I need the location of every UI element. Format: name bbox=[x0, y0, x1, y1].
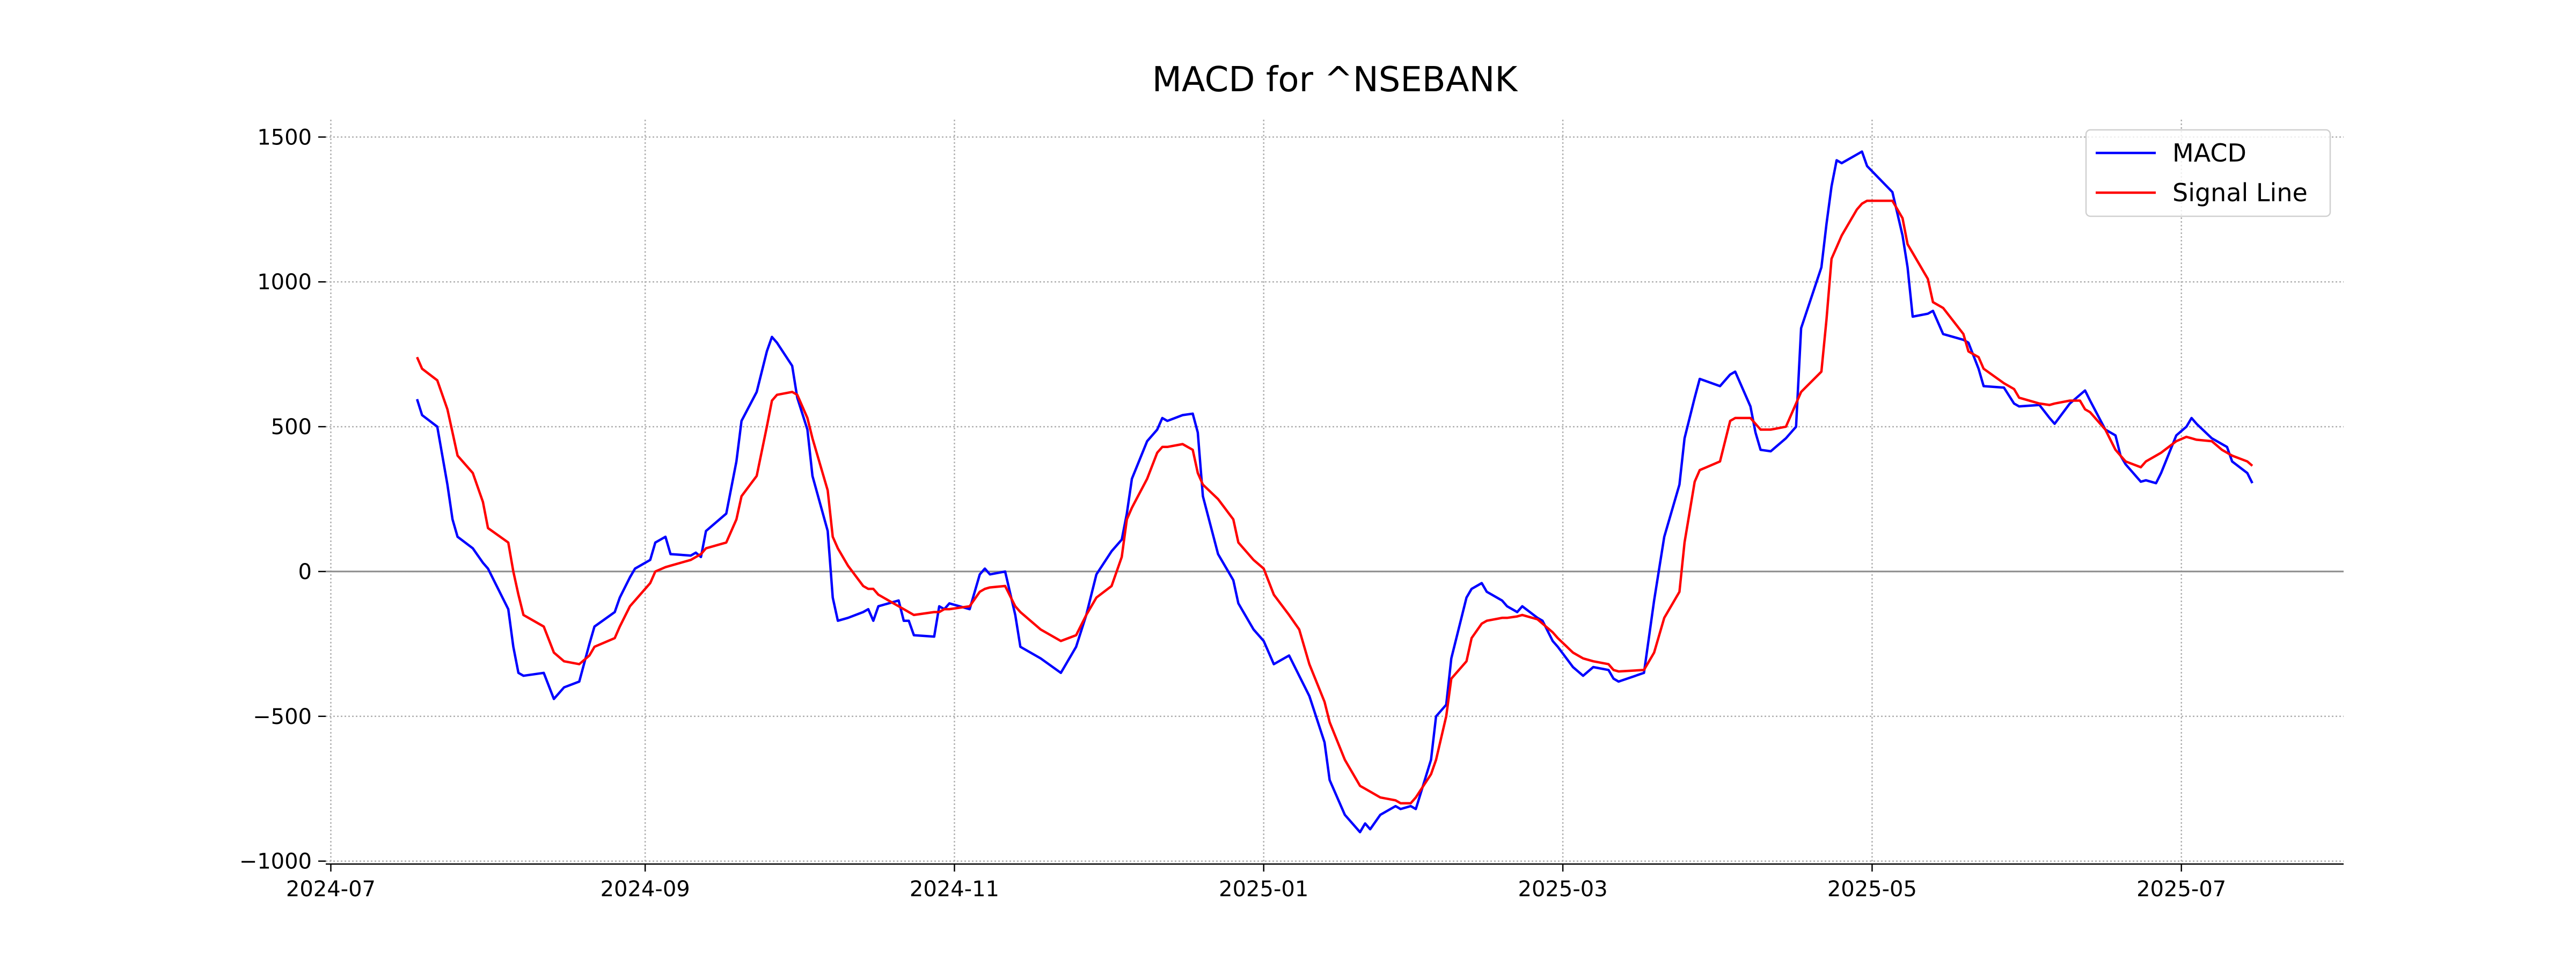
chart-title: MACD for ^NSEBANK bbox=[1152, 60, 1519, 100]
x-tick-label: 2025-05 bbox=[1827, 877, 1917, 902]
x-tick-label: 2025-01 bbox=[1219, 877, 1308, 902]
x-tick-label: 2025-03 bbox=[1518, 877, 1608, 902]
y-tick-label: 0 bbox=[298, 560, 312, 584]
y-tick-label: −1000 bbox=[239, 850, 312, 874]
x-tick-label: 2024-07 bbox=[286, 877, 376, 902]
legend-box bbox=[2085, 129, 2331, 217]
y-tick-label: 1500 bbox=[257, 125, 312, 150]
y-tick-label: 500 bbox=[271, 415, 312, 440]
legend-label: MACD bbox=[2172, 138, 2246, 167]
x-tick-label: 2024-09 bbox=[601, 877, 690, 902]
y-tick-label: −500 bbox=[253, 705, 312, 729]
x-tick-label: 2024-11 bbox=[910, 877, 999, 902]
line-series bbox=[415, 150, 2253, 833]
line-series bbox=[416, 199, 2253, 804]
legend-label: Signal Line bbox=[2172, 178, 2308, 207]
y-tick-label: 1000 bbox=[257, 270, 312, 295]
x-tick-label: 2025-07 bbox=[2136, 877, 2226, 902]
